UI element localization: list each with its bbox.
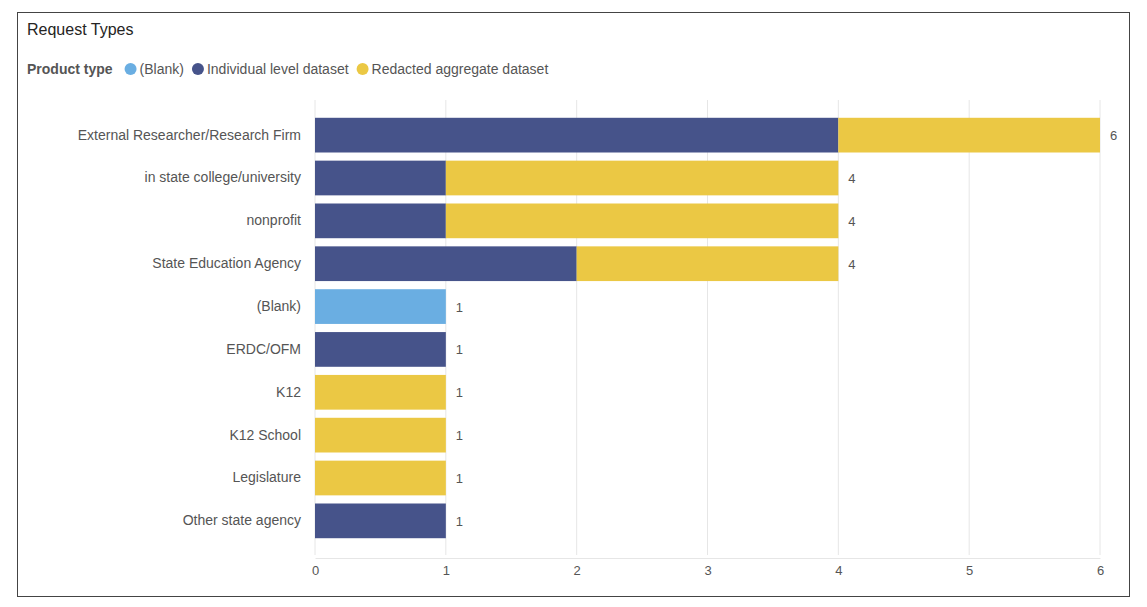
tick: 2 (574, 558, 581, 578)
tick-label: K12 School (229, 427, 301, 443)
legend-label: Individual level dataset (207, 61, 349, 77)
data-label: 6 (1110, 128, 1117, 143)
bar (315, 204, 446, 239)
bar (315, 418, 446, 453)
tick: 5 (966, 558, 973, 578)
tick-label: State Education Agency (152, 255, 301, 271)
y-axis: External Researcher/Research Firm in stat… (78, 127, 315, 529)
tick-label: 2 (574, 563, 581, 578)
tick-label: Other state agency (183, 512, 301, 528)
legend: Product type (Blank) Individual level data… (27, 61, 548, 77)
bar (315, 461, 446, 496)
bar (446, 204, 839, 239)
tick-label: 4 (835, 563, 842, 578)
frame (18, 13, 1130, 597)
tick-label: Legislature (233, 469, 302, 485)
bars (315, 118, 1100, 538)
data-label: 4 (848, 257, 855, 272)
data-label: 4 (848, 214, 855, 229)
bar (446, 161, 839, 196)
tick-label: K12 (276, 384, 301, 400)
tick: 1 (443, 558, 450, 578)
tick-label: External Researcher/Research Firm (78, 127, 301, 143)
tick: K12 School (229, 427, 315, 443)
data-label: 1 (456, 471, 463, 486)
grid-line (1100, 100, 1101, 555)
bar (315, 118, 838, 153)
tick: 6 (1097, 558, 1104, 578)
bar (315, 332, 446, 367)
data-label: 1 (456, 385, 463, 400)
legend-label: Redacted aggregate dataset (372, 61, 549, 77)
bar (577, 246, 839, 281)
tick-label: 1 (443, 563, 450, 578)
data-label: 4 (848, 171, 855, 186)
tick: 3 (704, 558, 711, 578)
tick-label: 0 (312, 563, 319, 578)
data-label: 1 (456, 300, 463, 315)
tick: Legislature (233, 469, 316, 485)
data-label: 1 (456, 428, 463, 443)
tick: K12 (276, 384, 315, 400)
series (315, 118, 838, 538)
data-labels: 6 4 4 4 1 1 1 1 1 1 (456, 128, 1117, 529)
tick: Other state agency (183, 512, 315, 528)
legend-swatch (125, 63, 137, 75)
tick: nonprofit (247, 212, 315, 228)
tick-label: in state college/university (145, 169, 301, 185)
legend-swatch (357, 63, 369, 75)
bar (315, 375, 446, 410)
data-label: 1 (456, 514, 463, 529)
tick: 0 (312, 558, 319, 578)
data-label: 1 (456, 342, 463, 357)
grid-line (969, 100, 970, 555)
bar (445, 289, 446, 324)
bar (445, 504, 446, 539)
legend-swatch (192, 63, 204, 75)
bar (445, 332, 446, 367)
bar (838, 118, 1100, 153)
tick-label: 3 (704, 563, 711, 578)
bar (315, 161, 446, 196)
tick-label: 6 (1097, 563, 1104, 578)
series (315, 118, 1100, 496)
tick-label: 5 (966, 563, 973, 578)
bar (315, 246, 577, 281)
axis-line (316, 558, 1101, 559)
tick-label: (Blank) (257, 298, 301, 314)
tick: State Education Agency (152, 255, 315, 271)
series (315, 289, 446, 324)
legend-label: (Blank) (140, 61, 184, 77)
bar (445, 289, 446, 324)
x-axis: 0 1 2 3 4 5 6 (312, 558, 1104, 578)
tick-label: nonprofit (247, 212, 302, 228)
tick: External Researcher/Research Firm (78, 127, 315, 143)
bar (315, 289, 446, 324)
tick: (Blank) (257, 298, 315, 314)
tick: in state college/university (145, 169, 315, 185)
bar (315, 504, 446, 539)
legend-title: Product type (27, 61, 113, 77)
tick: 4 (835, 558, 842, 578)
chart: Request Types Product type (Blank) Individu… (0, 0, 1147, 607)
tick-label: ERDC/OFM (226, 341, 301, 357)
title: Request Types (27, 21, 133, 38)
tick: ERDC/OFM (226, 341, 315, 357)
grid (315, 100, 1100, 555)
